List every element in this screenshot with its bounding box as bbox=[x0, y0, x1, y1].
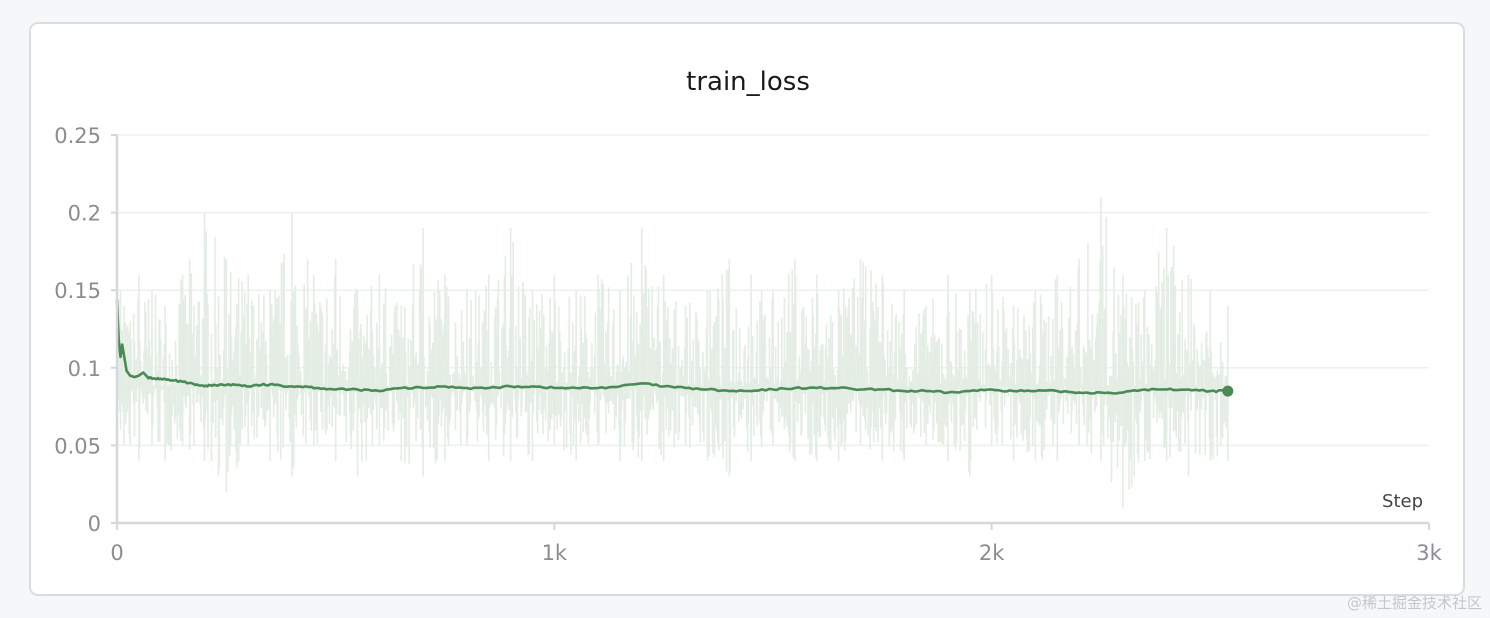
x-axis-label: Step bbox=[1382, 491, 1423, 512]
last-point-marker bbox=[1222, 385, 1234, 397]
y-tick-label: 0.2 bbox=[68, 202, 101, 226]
x-tick-label: 2k bbox=[979, 541, 1005, 565]
chart-panel bbox=[29, 22, 1465, 596]
raw-series bbox=[116, 135, 1229, 508]
x-tick-label: 0 bbox=[110, 541, 123, 565]
tick-labels: 0 0.05 0.1 0.15 0.2 0.25 0 1k 2k 3k bbox=[54, 124, 1442, 565]
chart-title: train_loss bbox=[686, 67, 810, 97]
x-tick-label: 1k bbox=[542, 541, 568, 565]
y-tick-label: 0.15 bbox=[54, 279, 101, 303]
watermark: @稀土掘金技术社区 bbox=[1346, 594, 1482, 612]
y-tick-label: 0.25 bbox=[54, 124, 101, 148]
x-tick-label: 3k bbox=[1416, 541, 1442, 565]
raw-series-line bbox=[116, 217, 1229, 490]
axes bbox=[115, 135, 1429, 525]
y-tick-label: 0 bbox=[88, 512, 101, 536]
y-tick-label: 0.1 bbox=[68, 357, 101, 381]
smoothed-series-line bbox=[115, 299, 1229, 395]
y-tick-label: 0.05 bbox=[54, 434, 101, 458]
smoothed-series bbox=[115, 299, 1234, 397]
